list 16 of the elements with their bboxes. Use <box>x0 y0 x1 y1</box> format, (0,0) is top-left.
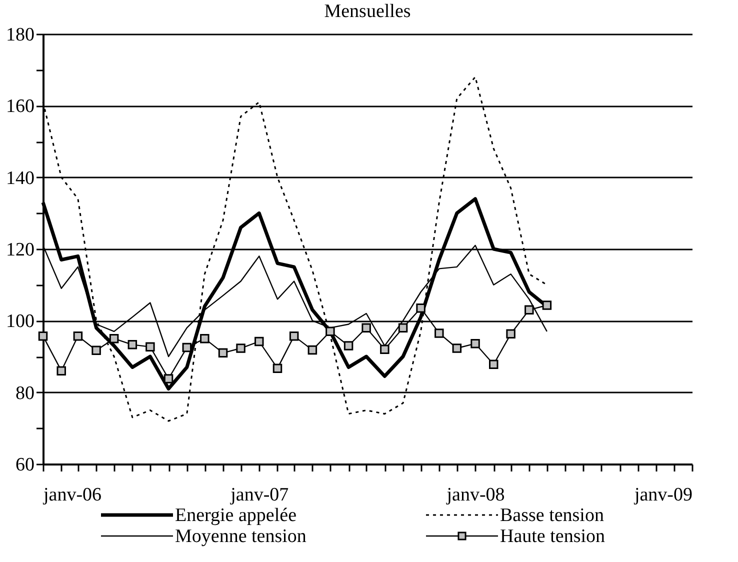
y-tick-label: 100 <box>6 311 34 332</box>
legend-label: Basse tension <box>500 505 604 526</box>
y-tick-label: 140 <box>6 168 34 189</box>
legend-label: Energie appelée <box>175 505 296 526</box>
chart-title: Mensuelles <box>324 1 411 22</box>
x-tick-label: janv-08 <box>446 484 505 506</box>
x-tick-label: janv-09 <box>633 484 692 506</box>
y-tick-label: 120 <box>6 240 34 260</box>
legend-label: Haute tension <box>500 526 606 547</box>
legend-label: Moyenne tension <box>175 526 307 547</box>
y-tick-label: 80 <box>16 382 34 404</box>
x-tick-label: janv-06 <box>42 484 102 506</box>
x-tick-label: janv-07 <box>230 484 289 506</box>
y-tick-label: 160 <box>6 96 34 118</box>
y-tick-label: 180 <box>6 24 34 46</box>
y-tick-label: 60 <box>16 454 34 476</box>
